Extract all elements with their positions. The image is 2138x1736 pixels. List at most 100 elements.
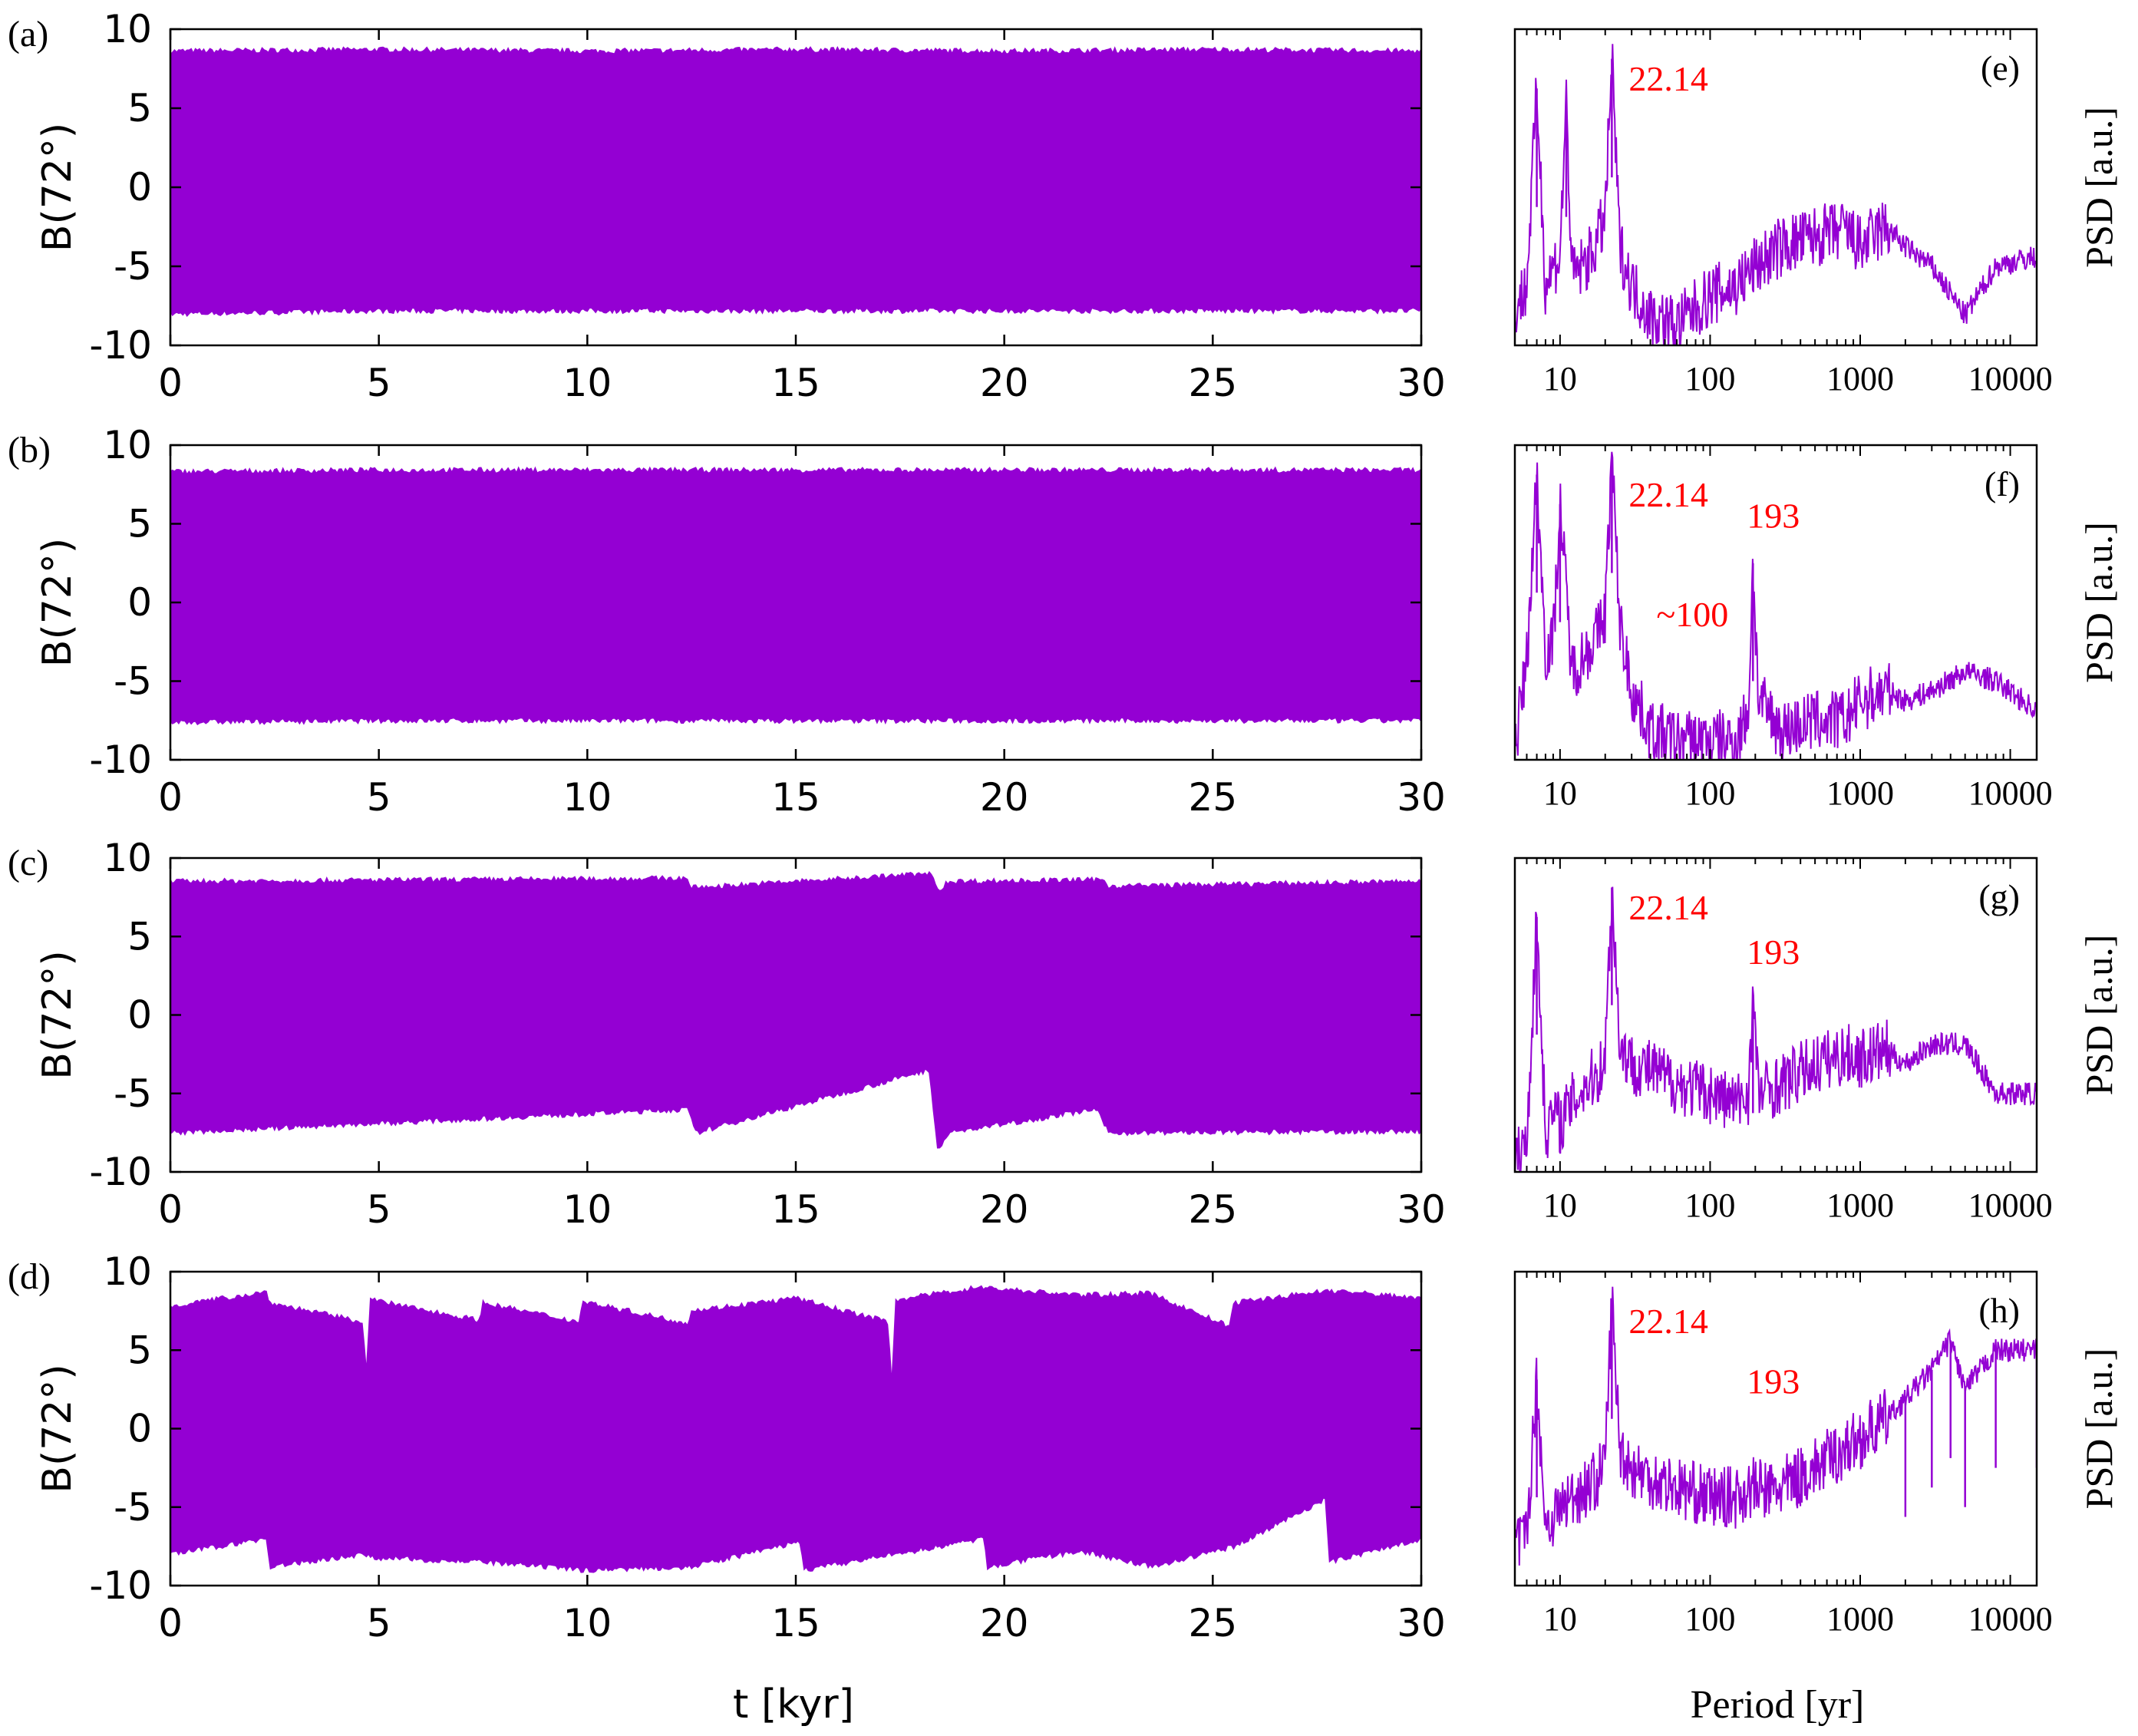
time-series-panel: 0 5 10 15 20 25 30 10 5 0 -5 -10 B(72°) (d) (8, 1249, 1446, 1645)
y-axis-label: B(72°) (35, 123, 81, 252)
peak-annotation: 22.14 (1628, 475, 1708, 514)
period-xlabel: Period [yr] (1691, 1683, 1865, 1727)
x-tick-label: 30 (1397, 361, 1446, 405)
x-tick-label: 10000 (1968, 1600, 2053, 1638)
y-tick-label: -10 (89, 738, 152, 782)
psd-panel: 10 100 1000 10000 PSD [a.u.] (g) 22.14 193 (1513, 856, 2120, 1224)
y-tick-label: -5 (114, 244, 152, 289)
x-tick-label: 10 (563, 1187, 612, 1232)
x-tick-label: 10 (563, 361, 612, 405)
peak-annotation: 193 (1747, 497, 1800, 536)
y-tick-label: 5 (127, 502, 152, 546)
x-tick-label: 15 (771, 361, 820, 405)
peak-annotation: 193 (1747, 1361, 1800, 1401)
time-series-panel: 0 5 10 15 20 25 30 10 5 0 -5 -10 B(72°) (b) (8, 423, 1446, 820)
x-tick-label: 20 (980, 361, 1029, 405)
y-tick-label: -10 (89, 323, 152, 368)
panel-label: (e) (1981, 48, 2020, 87)
panel-label: (b) (8, 430, 51, 470)
y-axis-label: PSD [a.u.] (2077, 522, 2120, 683)
y-tick-label: -5 (114, 659, 152, 704)
y-tick-label: 10 (103, 836, 152, 880)
x-tick-label: 10000 (1968, 774, 2053, 812)
y-tick-label: 10 (103, 423, 152, 467)
x-tick-label: 10 (1543, 774, 1577, 812)
y-tick-label: 0 (127, 165, 152, 210)
x-tick-label: 15 (771, 775, 820, 820)
x-tick-label: 10 (563, 775, 612, 820)
y-tick-label: -5 (114, 1071, 152, 1116)
x-tick-label: 5 (367, 361, 391, 405)
y-axis-label: PSD [a.u.] (2077, 107, 2120, 268)
x-tick-label: 10000 (1968, 360, 2053, 398)
x-tick-label: 0 (158, 1187, 183, 1232)
x-tick-label: 10 (563, 1601, 612, 1645)
x-tick-label: 100 (1684, 1186, 1735, 1224)
x-tick-label: 25 (1189, 361, 1238, 405)
psd-panel: 10 100 1000 10000 PSD [a.u.] (e) 22.14 (1513, 28, 2120, 398)
y-tick-label: 10 (103, 7, 152, 51)
y-tick-label: 0 (127, 1407, 152, 1451)
x-tick-label: 1000 (1826, 1600, 1894, 1638)
x-tick-label: 15 (771, 1187, 820, 1232)
y-axis-label: PSD [a.u.] (2077, 1348, 2120, 1510)
signal-envelope (170, 466, 1421, 726)
panel-label: (d) (8, 1256, 51, 1297)
psd-line (1515, 886, 2037, 1172)
y-tick-label: 5 (127, 86, 152, 130)
psd-panel: 10 100 1000 10000 PSD [a.u.] (f) 22.14 193 ~100 (1513, 444, 2120, 812)
x-tick-label: 10000 (1968, 1186, 2053, 1224)
x-tick-label: 30 (1397, 1601, 1446, 1645)
peak-annotation: 22.14 (1628, 1302, 1708, 1341)
signal-envelope (170, 1285, 1421, 1573)
x-tick-label: 10 (1543, 360, 1577, 398)
x-tick-label: 10 (1543, 1186, 1577, 1224)
time-xlabel: t [kyr] (733, 1682, 854, 1728)
y-tick-label: -10 (89, 1150, 152, 1194)
y-axis-label: B(72°) (35, 1364, 81, 1493)
peak-annotation: 22.14 (1628, 888, 1708, 927)
plot-frame (1513, 856, 2038, 1173)
peak-annotation: 193 (1747, 932, 1800, 972)
psd-panel: 10 100 1000 10000 PSD [a.u.] (h) 22.14 193 (1513, 1270, 2120, 1638)
x-tick-label: 1000 (1826, 774, 1894, 812)
x-tick-label: 20 (980, 1601, 1029, 1645)
x-tick-label: 0 (158, 361, 183, 405)
x-tick-label: 25 (1189, 775, 1238, 820)
x-tick-label: 20 (980, 1187, 1029, 1232)
plot-frame (1513, 1270, 2038, 1587)
plot-frame (1513, 444, 2038, 761)
x-tick-label: 5 (367, 775, 391, 820)
x-tick-label: 15 (771, 1601, 820, 1645)
psd-line (1515, 1286, 2037, 1566)
panel-label: (h) (1978, 1291, 2020, 1330)
x-tick-label: 1000 (1826, 1186, 1894, 1224)
x-tick-label: 10 (1543, 1600, 1577, 1638)
signal-envelope (170, 46, 1421, 317)
x-tick-label: 100 (1684, 774, 1735, 812)
panel-label: (a) (8, 14, 48, 54)
x-tick-label: 100 (1684, 1600, 1735, 1638)
y-tick-label: -10 (89, 1563, 152, 1608)
y-tick-label: 0 (127, 993, 152, 1038)
y-tick-label: 5 (127, 1328, 152, 1372)
x-tick-label: 100 (1684, 360, 1735, 398)
y-axis-label: B(72°) (35, 950, 81, 1079)
x-tick-label: 0 (158, 1601, 183, 1645)
x-tick-label: 5 (367, 1187, 391, 1232)
y-tick-label: 0 (127, 580, 152, 625)
y-axis-label: PSD [a.u.] (2077, 935, 2120, 1096)
x-tick-label: 25 (1189, 1601, 1238, 1645)
x-tick-label: 20 (980, 775, 1029, 820)
x-tick-label: 30 (1397, 1187, 1446, 1232)
peak-annotation: 22.14 (1628, 59, 1708, 98)
x-tick-label: 25 (1189, 1187, 1238, 1232)
signal-envelope (170, 870, 1421, 1149)
panel-label: (f) (1985, 464, 2020, 503)
x-tick-label: 0 (158, 775, 183, 820)
y-tick-label: 5 (127, 914, 152, 959)
time-series-panel: 0 5 10 15 20 25 30 10 5 0 -5 -10 B(72°) (c) (8, 836, 1446, 1232)
peak-annotation: ~100 (1656, 595, 1728, 634)
x-tick-label: 5 (367, 1601, 391, 1645)
